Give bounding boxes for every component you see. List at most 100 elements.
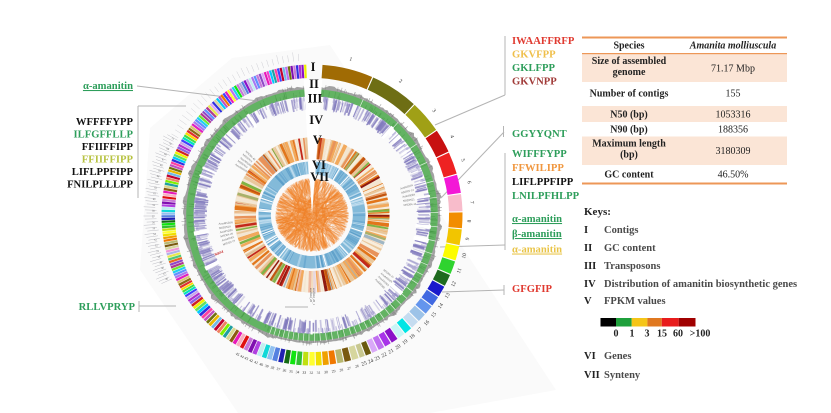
svg-text:34: 34 [295, 370, 299, 374]
svg-text:GKLFPP: GKLFPP [512, 63, 555, 74]
svg-text:1: 1 [630, 329, 635, 340]
svg-text:5: 5 [459, 158, 466, 163]
svg-text:21: 21 [387, 348, 395, 356]
svg-text:Species: Species [613, 41, 644, 52]
svg-text:31: 31 [317, 371, 321, 375]
svg-text:66: 66 [159, 164, 163, 168]
svg-text:23: 23 [374, 355, 382, 363]
svg-text:α-amanitin: α-amanitin [83, 81, 133, 92]
svg-text:35: 35 [289, 369, 293, 373]
svg-text:Synteny: Synteny [604, 370, 641, 381]
svg-text:10: 10 [461, 252, 468, 259]
svg-text:FFIIFFIPP: FFIIFFIPP [82, 142, 134, 153]
svg-text:25: 25 [361, 360, 368, 368]
svg-text:50: 50 [157, 255, 161, 259]
svg-text:47: 47 [163, 272, 167, 276]
svg-text:53: 53 [154, 238, 158, 241]
svg-text:24: 24 [367, 358, 375, 366]
svg-text:AmMSDIN: AmMSDIN [374, 278, 385, 290]
svg-text:11: 11 [456, 267, 464, 274]
svg-text:Number of contigs: Number of contigs [590, 89, 669, 100]
svg-text:GGYYQNT: GGYYQNT [512, 129, 567, 140]
svg-text:70: 70 [168, 142, 172, 146]
svg-text:MSDIN29: MSDIN29 [219, 225, 232, 230]
svg-text:VII: VII [584, 370, 600, 381]
svg-text:AmaMSDIN: AmaMSDIN [218, 221, 233, 225]
svg-text:64: 64 [156, 175, 160, 179]
svg-text:VI: VI [584, 351, 596, 362]
svg-text:7: 7 [468, 201, 474, 204]
svg-text:18: 18 [408, 333, 416, 341]
svg-text:MSDIN-14: MSDIN-14 [401, 189, 415, 195]
svg-text:45: 45 [235, 352, 240, 357]
svg-text:II: II [584, 243, 592, 254]
svg-text:22: 22 [381, 351, 389, 359]
svg-text:scaffold_20_1: scaffold_20_1 [312, 288, 316, 306]
svg-text:GFGFIP: GFGFIP [512, 284, 553, 295]
svg-text:Keys:: Keys: [584, 206, 611, 218]
svg-text:48: 48 [161, 266, 165, 270]
svg-text:51: 51 [156, 250, 160, 254]
svg-text:Genes: Genes [604, 351, 631, 362]
svg-text:2: 2 [398, 78, 404, 85]
svg-text:MSDIN-40: MSDIN-40 [245, 150, 257, 161]
svg-text:29: 29 [331, 369, 335, 373]
svg-text:67: 67 [161, 158, 165, 162]
svg-text:32: 32 [309, 371, 313, 375]
svg-text:WIFFFYPP: WIFFFYPP [512, 149, 567, 160]
svg-text:>100: >100 [690, 329, 711, 340]
svg-text:37: 37 [276, 367, 281, 372]
svg-text:41: 41 [254, 360, 259, 365]
svg-text:AmaMSDIN: AmaMSDIN [234, 163, 248, 173]
svg-text:Amanita molliuscula: Amanita molliuscula [689, 41, 776, 52]
svg-text:30: 30 [324, 370, 328, 374]
svg-text:15: 15 [657, 329, 667, 340]
svg-text:WFFFFYPP: WFFFFYPP [76, 117, 134, 128]
svg-text:FNILPLLLPP: FNILPLLLPP [67, 180, 133, 191]
svg-text:1053316: 1053316 [716, 110, 751, 121]
svg-text:β-amanitin: β-amanitin [512, 229, 562, 240]
svg-text:IV: IV [309, 113, 323, 127]
svg-text:58: 58 [152, 210, 155, 213]
svg-text:49: 49 [159, 261, 163, 265]
svg-text:62: 62 [154, 186, 158, 190]
svg-text:61: 61 [153, 192, 157, 195]
svg-text:N90 (bp): N90 (bp) [610, 125, 648, 136]
svg-text:POPB: POPB [213, 249, 224, 256]
svg-text:26: 26 [355, 364, 360, 369]
svg-text:Distribution of amanitin biosy: Distribution of amanitin biosynthetic ge… [604, 279, 797, 290]
svg-text:60: 60 [673, 329, 683, 340]
svg-text:IV: IV [584, 279, 596, 290]
svg-text:59: 59 [152, 204, 155, 207]
svg-text:MSDIN-14: MSDIN-14 [403, 203, 417, 207]
svg-text:42: 42 [249, 358, 254, 363]
svg-text:LIFLPPFIPP: LIFLPPFIPP [512, 177, 574, 188]
svg-text:3180309: 3180309 [716, 146, 751, 157]
svg-text:AmMSDIN: AmMSDIN [400, 184, 414, 191]
svg-text:α-amanitin: α-amanitin [512, 245, 562, 256]
svg-text:α-amanitin: α-amanitin [512, 214, 562, 225]
svg-text:GKVFPP: GKVFPP [512, 50, 556, 61]
svg-text:MSDIN-29: MSDIN-29 [220, 232, 234, 238]
svg-text:19: 19 [401, 338, 409, 346]
svg-text:36: 36 [282, 368, 287, 373]
svg-text:N50 (bp): N50 (bp) [610, 110, 648, 121]
svg-text:71: 71 [171, 137, 175, 141]
svg-text:AmMSDIN: AmMSDIN [219, 229, 233, 235]
svg-text:20: 20 [394, 343, 402, 351]
svg-text:28: 28 [339, 368, 344, 373]
svg-text:I: I [311, 60, 316, 74]
svg-text:188356: 188356 [718, 125, 748, 136]
svg-text:III: III [308, 92, 323, 106]
svg-text:Transposons: Transposons [604, 261, 660, 272]
svg-text:FPKM values: FPKM values [604, 296, 666, 307]
svg-text:II: II [309, 77, 319, 91]
svg-text:1: 1 [349, 56, 353, 63]
svg-text:V: V [313, 133, 322, 147]
svg-text:13: 13 [444, 292, 452, 300]
svg-text:3: 3 [431, 108, 438, 114]
svg-text:LIFLPPFIPP: LIFLPPFIPP [72, 167, 134, 178]
svg-text:4: 4 [448, 134, 455, 140]
svg-text:MSDIN21: MSDIN21 [403, 198, 416, 203]
svg-text:17: 17 [416, 326, 424, 334]
